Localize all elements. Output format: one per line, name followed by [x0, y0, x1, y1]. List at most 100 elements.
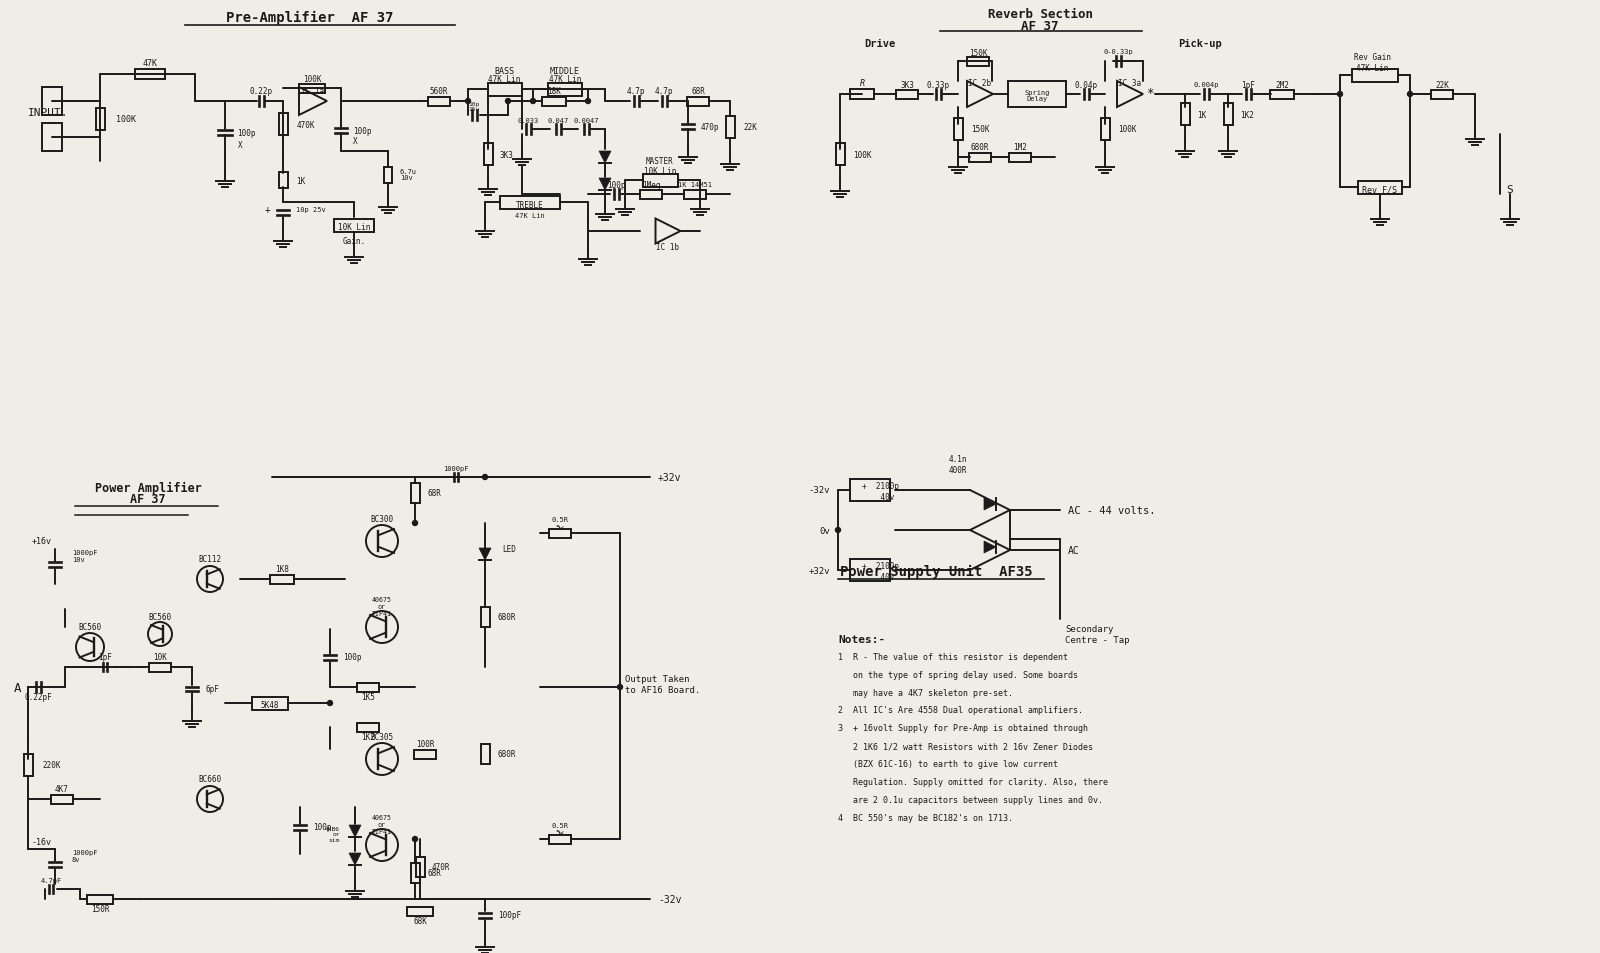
Bar	[42, 88, 62, 116]
Text: may have a 4K7 skeleton pre-set.: may have a 4K7 skeleton pre-set.	[838, 688, 1013, 697]
Text: 150K: 150K	[968, 49, 987, 57]
Bar	[134, 70, 165, 80]
Text: 68R: 68R	[429, 489, 442, 498]
Text: 68K: 68K	[413, 917, 427, 925]
Text: 3K3: 3K3	[499, 151, 514, 159]
Bar	[42, 124, 62, 152]
Bar	[549, 835, 571, 843]
Text: A: A	[14, 680, 22, 694]
Text: AF 37: AF 37	[130, 493, 166, 506]
Text: Pre-Amplifier  AF 37: Pre-Amplifier AF 37	[226, 10, 394, 25]
Text: 4  BC 550's may be BC182's on 1713.: 4 BC 550's may be BC182's on 1713.	[838, 814, 1013, 822]
Text: 150R: 150R	[91, 904, 109, 914]
Text: 100K: 100K	[115, 115, 136, 125]
Text: 680R: 680R	[971, 143, 989, 152]
Text: +: +	[266, 205, 270, 214]
Text: Gain.: Gain.	[342, 236, 365, 245]
Text: MIDDLE: MIDDLE	[550, 68, 579, 76]
Circle shape	[531, 99, 536, 105]
Bar	[970, 153, 990, 162]
Text: 220K: 220K	[42, 760, 61, 770]
Text: 3K3: 3K3	[901, 80, 914, 90]
Text: 4K7: 4K7	[54, 784, 69, 794]
Text: 47K Lin: 47K Lin	[515, 213, 546, 219]
Bar	[850, 479, 890, 501]
Text: Power Supply Unit  AF35: Power Supply Unit AF35	[840, 564, 1032, 578]
Polygon shape	[349, 853, 362, 865]
Bar	[416, 857, 424, 877]
Bar	[835, 144, 845, 166]
Text: IC 3a: IC 3a	[1118, 79, 1141, 89]
Text: 150K: 150K	[971, 126, 989, 134]
Circle shape	[413, 521, 418, 526]
Text: 4.1n
400R: 4.1n 400R	[949, 455, 968, 475]
Bar	[480, 607, 490, 627]
Bar	[480, 744, 490, 764]
Text: 1K: 1K	[296, 176, 306, 185]
Bar	[1181, 104, 1189, 126]
Text: 680R: 680R	[498, 613, 517, 622]
Text: 2  All IC's Are 4558 Dual operational amplifiers.: 2 All IC's Are 4558 Dual operational amp…	[838, 706, 1083, 715]
Bar	[542, 97, 566, 107]
Text: 1K2: 1K2	[362, 733, 374, 741]
Bar	[253, 698, 288, 710]
Circle shape	[835, 528, 840, 533]
Text: 1000pF
10v: 1000pF 10v	[72, 550, 98, 563]
Text: 22K: 22K	[742, 123, 757, 132]
Text: IC 1a: IC 1a	[301, 88, 325, 96]
Text: 1K 14M51: 1K 14M51	[678, 182, 712, 188]
Bar	[357, 682, 379, 692]
Bar	[1270, 91, 1294, 99]
Text: LED: LED	[502, 545, 515, 554]
Text: 10p 25v: 10p 25v	[296, 207, 326, 213]
Circle shape	[483, 475, 488, 480]
Polygon shape	[478, 548, 491, 560]
Text: 0v: 0v	[819, 526, 830, 535]
Text: 10p
15v: 10p 15v	[469, 101, 480, 112]
Text: 100R: 100R	[416, 740, 434, 749]
Text: BC560: BC560	[78, 623, 101, 632]
Text: 100p: 100p	[237, 129, 256, 137]
Text: 0.5R
5w: 0.5R 5w	[552, 822, 568, 836]
Bar	[488, 84, 522, 97]
Bar	[643, 174, 678, 188]
Text: 100p: 100p	[314, 822, 331, 832]
Bar	[429, 97, 450, 107]
Text: Drive: Drive	[864, 39, 896, 49]
Text: 0.047: 0.047	[547, 118, 568, 124]
Text: 470K: 470K	[298, 120, 315, 130]
Circle shape	[413, 837, 418, 841]
Circle shape	[328, 700, 333, 706]
Text: 1K5: 1K5	[362, 693, 374, 701]
Text: 1000pF
8v: 1000pF 8v	[72, 850, 98, 862]
Polygon shape	[966, 82, 994, 108]
Text: 100K: 100K	[1118, 126, 1136, 134]
Text: S: S	[1507, 185, 1514, 194]
Text: 0.22pF: 0.22pF	[24, 693, 51, 701]
Bar	[96, 109, 104, 131]
Bar	[850, 559, 890, 581]
Text: Notes:-: Notes:-	[838, 635, 885, 644]
Bar	[1224, 104, 1232, 126]
Polygon shape	[984, 541, 995, 554]
Polygon shape	[299, 88, 326, 116]
Text: BC112: BC112	[198, 555, 221, 564]
Polygon shape	[598, 179, 611, 191]
Text: BC660: BC660	[198, 775, 221, 783]
Text: 1pF: 1pF	[1242, 80, 1254, 90]
Text: X: X	[354, 137, 358, 147]
Bar	[406, 906, 434, 916]
Text: 1K2: 1K2	[1240, 111, 1254, 119]
Bar	[357, 722, 379, 732]
Text: 40675
or
TIP41: 40675 or TIP41	[371, 597, 392, 617]
Text: on the type of spring delay used. Some boards: on the type of spring delay used. Some b…	[838, 670, 1078, 679]
Text: 4.7pF: 4.7pF	[40, 877, 62, 883]
Text: AC: AC	[1069, 545, 1080, 556]
Text: 68R: 68R	[691, 88, 706, 96]
Text: 1K: 1K	[1197, 111, 1206, 119]
Bar	[1010, 153, 1030, 162]
Circle shape	[1338, 92, 1342, 97]
Text: 10K Lin: 10K Lin	[338, 223, 370, 233]
Text: 100p: 100p	[354, 127, 371, 135]
Text: +32v: +32v	[808, 566, 830, 575]
